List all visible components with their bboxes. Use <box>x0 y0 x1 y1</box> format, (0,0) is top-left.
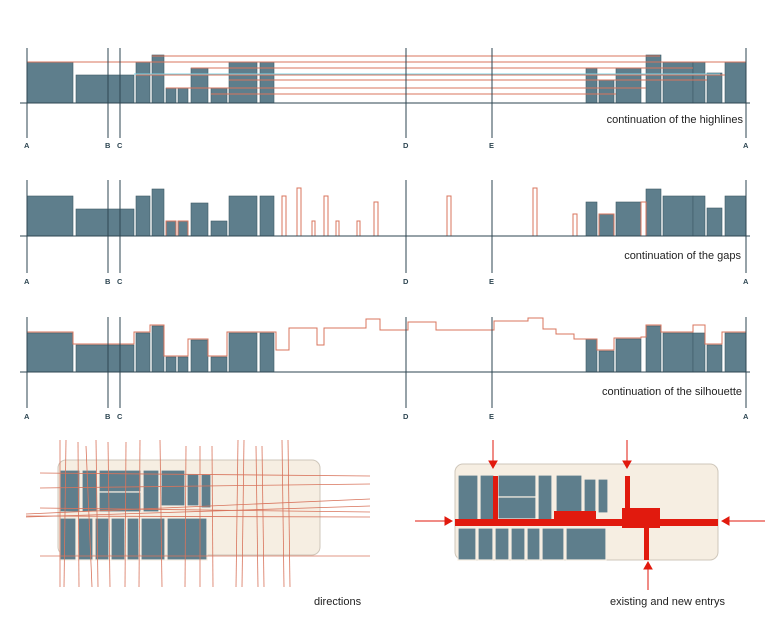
axis-label-a-end: A <box>743 412 749 421</box>
axis-label-c: C <box>117 412 123 421</box>
arrow-east-icon <box>720 516 730 526</box>
gaps-axes <box>20 180 750 273</box>
entrys-arrows <box>415 440 765 590</box>
axis-label-d: D <box>403 141 409 150</box>
caption-directions: directions <box>314 596 362 608</box>
arrow-south-icon <box>643 560 653 570</box>
highlines-axis-labels: A B C D E A <box>24 141 749 150</box>
entrys-buildings <box>457 474 609 561</box>
axis-label-a-end: A <box>743 277 749 286</box>
axis-label-d: D <box>403 277 409 286</box>
axis-label-c: C <box>117 141 123 150</box>
highlines-axes <box>20 48 750 138</box>
panel-silhouette: A B C D E A continuation of the silhouet… <box>20 317 750 421</box>
panel-highlines: A B C D E A continuation of the highline… <box>20 48 750 150</box>
panel-gaps: A B C D E A continuation of the gaps <box>20 180 750 286</box>
axis-label-a: A <box>24 277 30 286</box>
arrow-west-icon <box>444 516 454 526</box>
axis-label-a-end: A <box>743 141 749 150</box>
axis-label-e: E <box>489 412 494 421</box>
highlines-buildings <box>26 54 747 104</box>
arrow-north-left-icon <box>488 460 498 470</box>
panel-entrys: existing and new entrys <box>415 440 765 608</box>
axis-label-b: B <box>105 141 111 150</box>
axis-label-d: D <box>403 412 409 421</box>
axis-label-e: E <box>489 141 494 150</box>
highlines-lines <box>27 55 746 95</box>
arrow-north-right-icon <box>622 460 632 470</box>
directions-buildings <box>59 469 212 561</box>
axis-label-b: B <box>105 277 111 286</box>
axis-label-b: B <box>105 412 111 421</box>
silhouette-buildings <box>26 325 747 373</box>
caption-entrys: existing and new entrys <box>610 596 725 608</box>
silhouette-axis-labels: A B C D E A <box>24 412 749 421</box>
caption-gaps: continuation of the gaps <box>624 250 741 262</box>
axis-label-a: A <box>24 412 30 421</box>
directions-lines <box>25 439 371 588</box>
entrys-paths <box>455 476 718 560</box>
axis-label-c: C <box>117 277 123 286</box>
axis-label-a: A <box>24 141 30 150</box>
silhouette-line <box>27 317 746 357</box>
panel-directions: directions <box>25 439 371 608</box>
gaps-buildings <box>26 188 747 237</box>
axis-label-e: E <box>489 277 494 286</box>
gaps-axis-labels: A B C D E A <box>24 277 749 286</box>
caption-highlines: continuation of the highlines <box>607 114 744 126</box>
caption-silhouette: continuation of the silhouette <box>602 386 742 398</box>
silhouette-axes <box>20 317 750 408</box>
